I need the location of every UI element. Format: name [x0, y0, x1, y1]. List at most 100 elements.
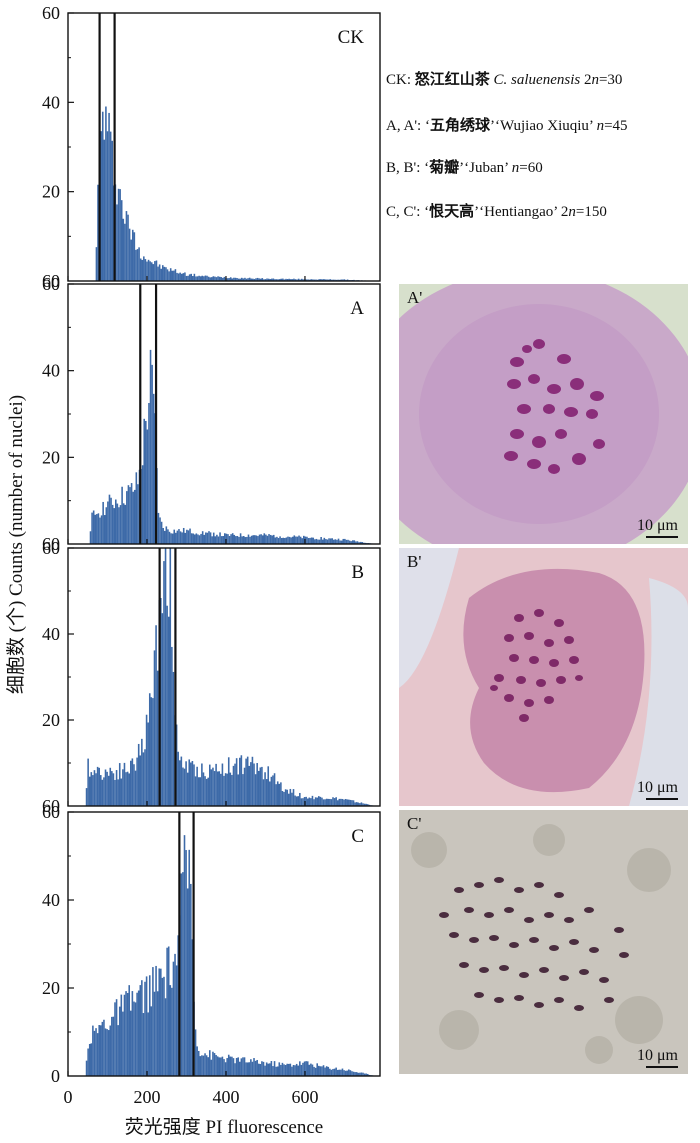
histogram-bar [236, 535, 239, 544]
histogram-bar [159, 517, 161, 544]
histogram-bar [244, 277, 246, 281]
histogram-bar [351, 800, 353, 806]
histogram-bar [163, 561, 165, 806]
histogram-bar [152, 393, 155, 544]
histogram-bar [197, 534, 199, 544]
histogram-bar [152, 967, 154, 1076]
histogram-bar [257, 1063, 260, 1076]
histogram-bar [237, 774, 240, 806]
histogram-bar [270, 1061, 273, 1076]
histogram-bar [231, 774, 233, 806]
x-tick-label: 0 [64, 1087, 73, 1107]
histogram-bar [112, 773, 115, 806]
histogram-bar [210, 769, 213, 806]
micrograph-b-label: B' [407, 552, 422, 571]
histogram-bar [237, 1057, 240, 1076]
histogram-bar [145, 420, 147, 544]
histogram-bar [213, 771, 216, 806]
histogram-bar [285, 537, 288, 544]
histogram-bar [171, 987, 173, 1076]
histogram-bar [199, 276, 202, 281]
histogram-bar [205, 532, 207, 544]
histogram-bar [312, 537, 315, 544]
histogram-bar [190, 273, 193, 281]
histogram-bar [207, 1057, 209, 1076]
histogram-bar [170, 533, 172, 544]
histogram-bar [267, 278, 270, 281]
histogram-bar [117, 779, 119, 806]
histogram-bar [217, 536, 220, 544]
micrograph-c-scale: 10 μm [637, 1047, 678, 1068]
histogram-bar [212, 532, 215, 544]
histogram-bar [168, 531, 171, 544]
histogram-bar [246, 536, 248, 544]
histogram-bar [89, 531, 92, 544]
histogram-bar [117, 188, 120, 281]
histogram-bar [126, 491, 128, 544]
histogram-bar [166, 605, 168, 806]
histogram-bar [341, 1068, 344, 1076]
histogram-bar [220, 277, 223, 281]
histogram-bar [183, 835, 186, 1076]
histogram-bar [322, 799, 325, 806]
histogram-bar [242, 278, 245, 281]
histogram-bar [197, 1050, 200, 1076]
histogram-bar [286, 789, 288, 806]
histogram-bar [210, 1059, 213, 1076]
histogram-bar [153, 650, 156, 806]
histogram-bar [155, 625, 157, 806]
histogram-bar [186, 529, 188, 544]
panel-label-ck: CK [338, 27, 365, 48]
histogram-bar [251, 1061, 254, 1076]
histogram-bar [206, 275, 208, 281]
histogram-bar [252, 535, 255, 544]
histogram-bar [311, 795, 314, 806]
histogram-bar [99, 517, 101, 544]
histogram-bar [85, 788, 88, 806]
micrograph-a-image [399, 284, 688, 544]
histogram-bar [305, 1061, 307, 1076]
histogram-bar [152, 698, 154, 806]
histogram-bar [300, 798, 303, 806]
histogram-bar [208, 1050, 211, 1076]
histogram-bar [280, 1064, 282, 1076]
histogram-bar [127, 214, 129, 281]
histogram-bar [291, 536, 294, 544]
histogram-bar [130, 239, 132, 281]
histogram-bar [193, 534, 196, 544]
histogram-bar [354, 1072, 356, 1076]
histogram-bar [153, 991, 156, 1076]
histogram-bar [321, 279, 324, 281]
histogram-bar [190, 762, 192, 806]
histogram-bar [127, 485, 130, 544]
histogram-bar [332, 1068, 334, 1076]
histogram-bar [325, 539, 327, 544]
histogram-bar [340, 540, 343, 544]
histogram-bar [120, 200, 123, 281]
histogram-bar [302, 1062, 304, 1076]
histogram-bar [298, 535, 300, 544]
histogram-bar [315, 279, 317, 281]
histogram-bar [135, 472, 138, 544]
histogram-bar [111, 140, 114, 281]
y-tick-label: 40 [42, 624, 60, 644]
histogram-bar [275, 1066, 277, 1076]
histogram-bar [342, 538, 345, 544]
histogram-bar [165, 526, 168, 544]
histogram-bar [126, 771, 129, 806]
histogram-bar [365, 803, 367, 806]
histogram-bar [229, 277, 232, 281]
histogram-bar [332, 797, 334, 806]
histogram-bar [106, 131, 109, 281]
histogram-bar [245, 1062, 247, 1076]
histogram-bar [319, 796, 322, 806]
histogram-bar [350, 541, 352, 544]
histogram-bar [141, 980, 143, 1076]
histogram-bar [122, 218, 125, 281]
panel-frame [67, 547, 381, 807]
histogram-bar [252, 278, 254, 281]
histogram-bar [355, 1072, 358, 1076]
histogram-bar [315, 538, 318, 544]
histogram-bar [272, 775, 274, 806]
histogram-bar [91, 512, 93, 544]
